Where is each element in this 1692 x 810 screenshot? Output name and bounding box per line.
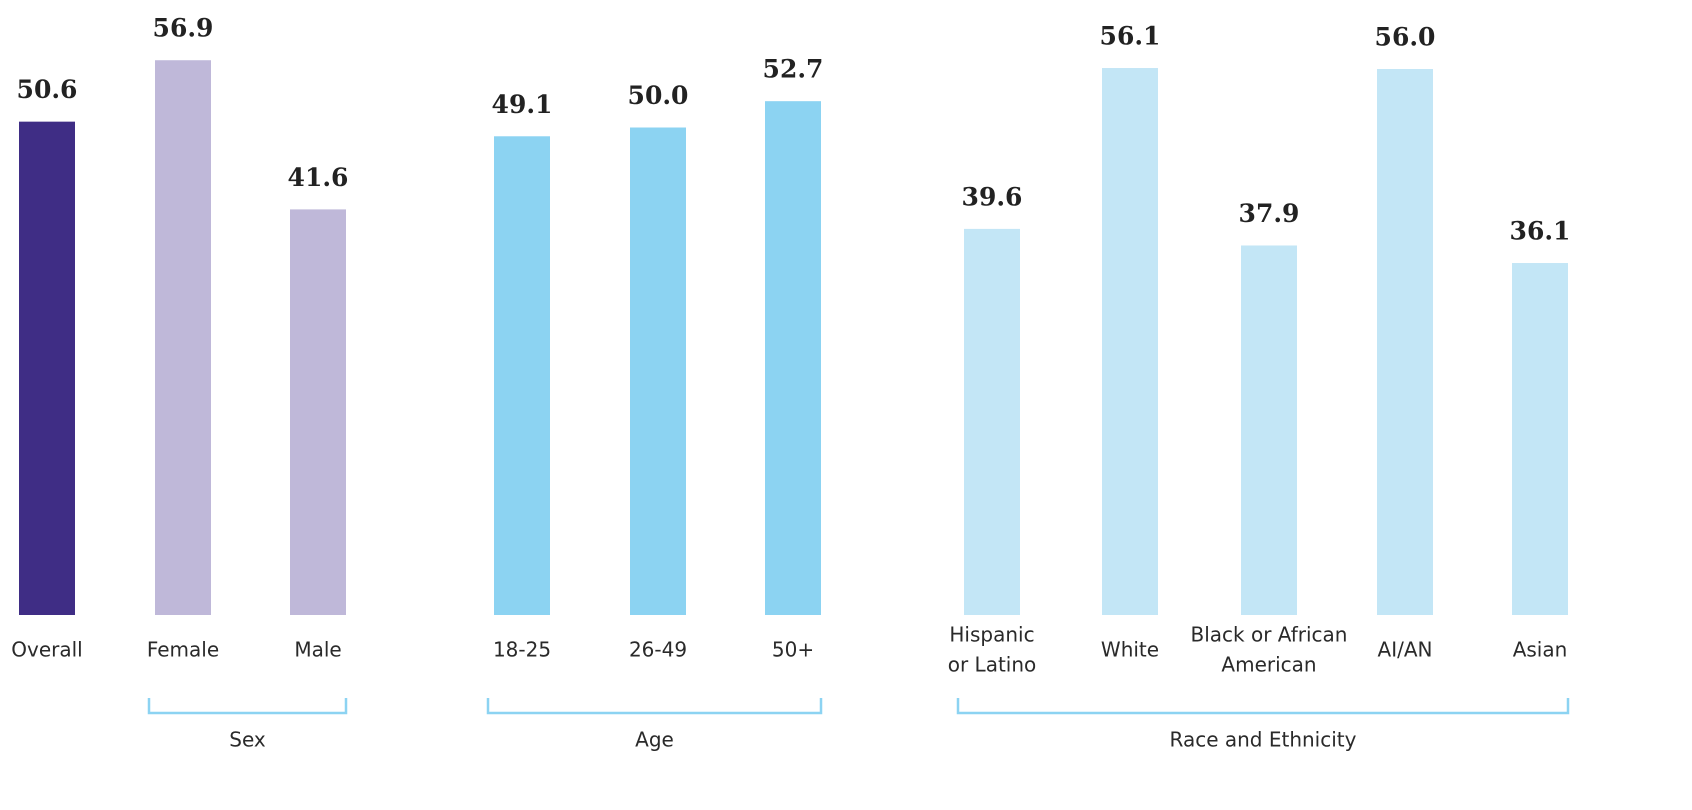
group-bracket (147, 698, 348, 715)
x-tick-label: 50+ (772, 638, 814, 662)
value-label: 50.6 (17, 75, 78, 104)
value-label: 52.7 (763, 55, 824, 84)
value-label: 41.6 (288, 163, 349, 192)
x-tick-label: AI/AN (1378, 638, 1433, 662)
x-tick-label: Black or African (1190, 623, 1347, 647)
bar (1512, 263, 1568, 615)
group-bracket (956, 698, 1570, 715)
x-tick-label: 18-25 (493, 638, 551, 662)
bar (630, 127, 686, 615)
x-tick-label: White (1101, 638, 1159, 662)
x-tick-label: American (1221, 653, 1316, 677)
x-tick-label: or Latino (948, 653, 1037, 677)
bar (964, 228, 1020, 615)
bar (290, 209, 346, 615)
group-label: Sex (229, 728, 266, 752)
bar (765, 101, 821, 616)
value-label: 50.0 (628, 81, 689, 110)
value-label: 36.1 (1510, 217, 1571, 246)
value-label: 37.9 (1239, 199, 1300, 228)
x-tick-label: Overall (11, 638, 82, 662)
value-label: 56.0 (1375, 23, 1436, 52)
group-label: Age (635, 728, 674, 752)
value-label: 39.6 (962, 182, 1023, 211)
x-tick-label: Female (147, 638, 219, 662)
x-tick-label: Hispanic (949, 623, 1034, 647)
value-label: 56.9 (153, 14, 214, 43)
group-label: Race and Ethnicity (1170, 728, 1357, 752)
bar (155, 60, 211, 616)
bar (1102, 68, 1158, 615)
group-bracket (486, 698, 823, 715)
value-label: 49.1 (492, 90, 553, 119)
bar (1241, 245, 1297, 615)
bar (1377, 69, 1433, 615)
bar (494, 136, 550, 615)
bar (19, 121, 75, 616)
x-tick-label: Male (294, 638, 341, 662)
x-tick-label: 26-49 (629, 638, 687, 662)
value-label: 56.1 (1100, 22, 1161, 51)
x-tick-label: Asian (1513, 638, 1568, 662)
